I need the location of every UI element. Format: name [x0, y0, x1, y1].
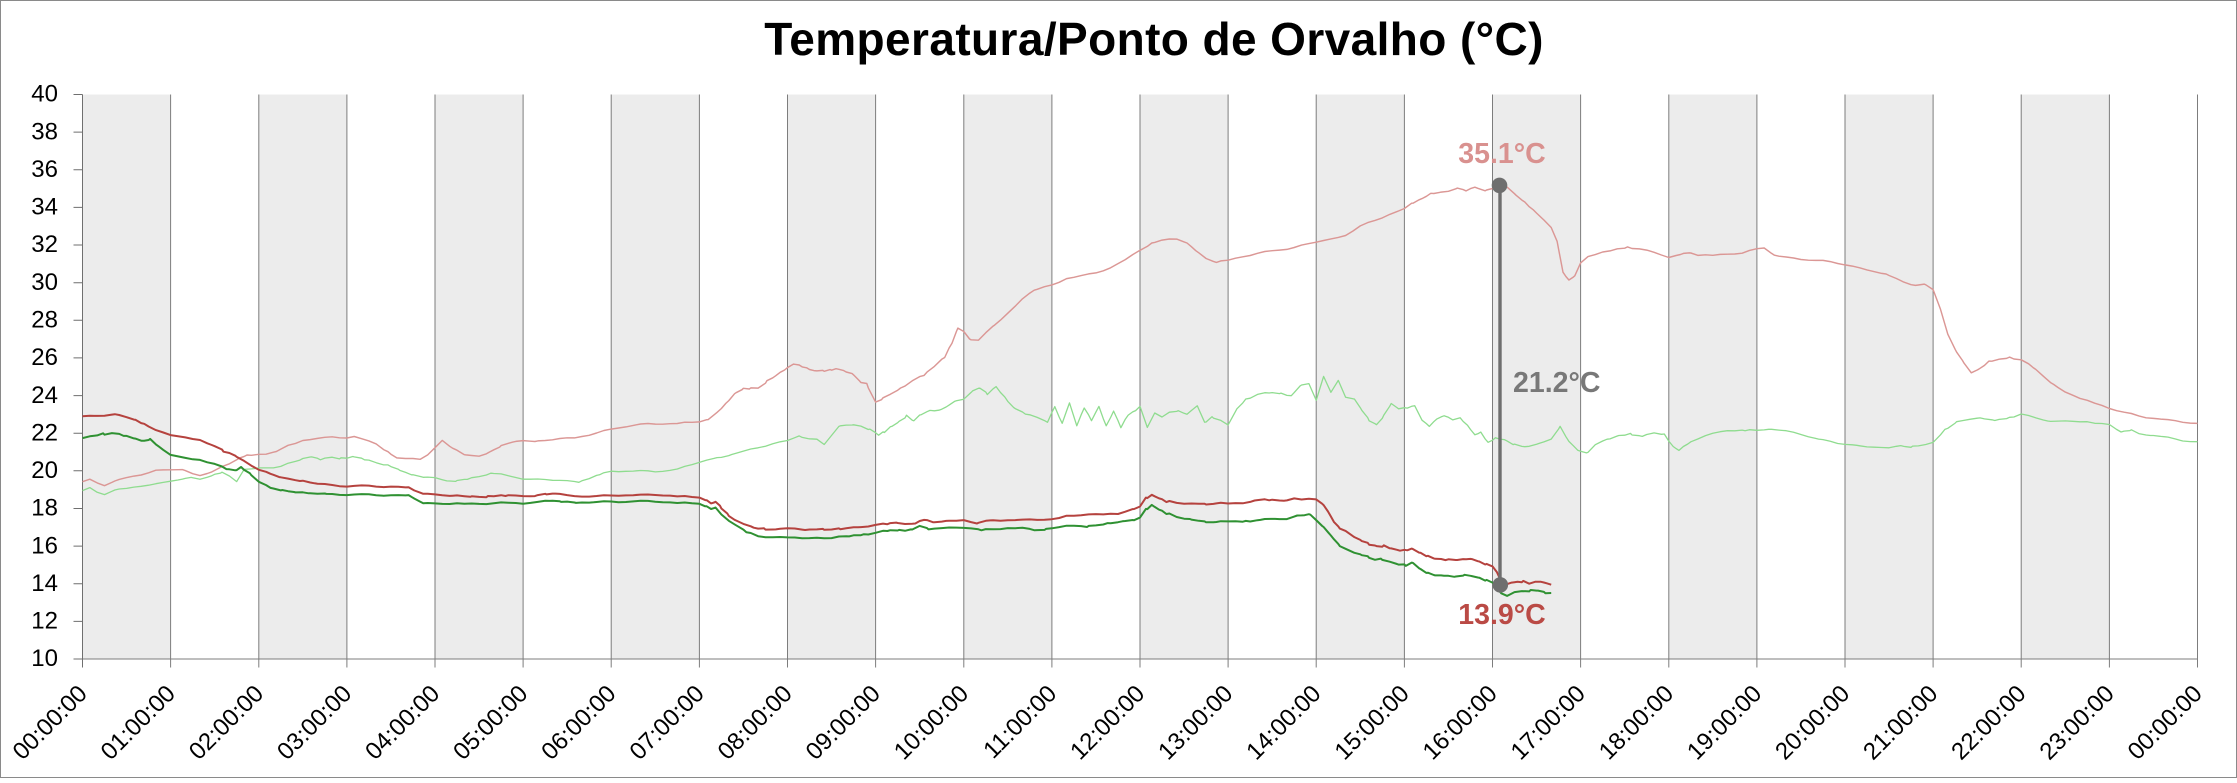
svg-text:30: 30: [31, 269, 58, 296]
svg-text:10: 10: [31, 645, 58, 672]
svg-text:12: 12: [31, 608, 58, 635]
svg-text:38: 38: [31, 118, 58, 145]
svg-text:21.2°C: 21.2°C: [1513, 367, 1600, 399]
svg-text:40: 40: [31, 81, 58, 108]
svg-text:36: 36: [31, 156, 58, 183]
svg-text:13.9°C: 13.9°C: [1458, 599, 1545, 631]
svg-text:20: 20: [31, 457, 58, 484]
svg-text:14: 14: [31, 570, 58, 597]
svg-text:34: 34: [31, 194, 58, 221]
svg-text:26: 26: [31, 344, 58, 371]
svg-text:24: 24: [31, 382, 58, 409]
svg-text:28: 28: [31, 307, 58, 334]
svg-text:22: 22: [31, 419, 58, 446]
svg-text:16: 16: [31, 532, 58, 559]
svg-text:18: 18: [31, 495, 58, 522]
svg-text:35.1°C: 35.1°C: [1458, 138, 1545, 170]
svg-text:Temperatura/Ponto de Orvalho (: Temperatura/Ponto de Orvalho (°C): [764, 13, 1544, 65]
svg-text:32: 32: [31, 231, 58, 258]
